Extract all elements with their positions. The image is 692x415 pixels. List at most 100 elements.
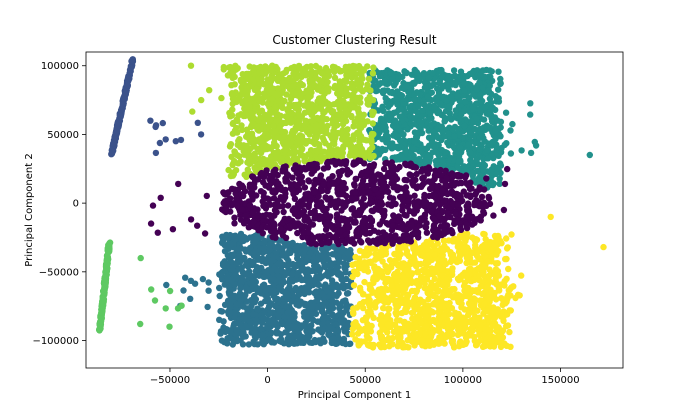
scatter-point xyxy=(263,135,270,142)
scatter-point xyxy=(242,248,250,255)
scatter-point xyxy=(391,250,398,258)
scatter-point xyxy=(492,135,499,143)
scatter-point xyxy=(266,77,273,84)
scatter-point xyxy=(300,339,307,346)
scatter-point xyxy=(394,101,401,108)
scatter-point xyxy=(444,75,452,82)
scatter-point xyxy=(359,75,366,82)
scatter-point xyxy=(304,266,312,273)
scatter-point xyxy=(292,104,299,112)
scatter-point xyxy=(274,148,281,155)
scatter-point xyxy=(223,339,230,346)
scatter-point xyxy=(441,237,448,245)
scatter-point xyxy=(231,236,239,243)
scatter-point xyxy=(301,121,308,128)
scatter-point xyxy=(295,122,302,129)
scatter-point xyxy=(236,136,243,143)
scatter-point xyxy=(229,130,237,137)
scatter-point xyxy=(258,75,265,83)
scatter-point xyxy=(471,337,478,345)
scatter-point xyxy=(436,339,444,347)
scatter-point xyxy=(270,130,277,137)
scatter-point xyxy=(219,262,227,269)
scatter-point xyxy=(434,85,441,92)
scatter-point xyxy=(473,86,481,93)
scatter-point xyxy=(342,299,350,307)
scatter-point xyxy=(424,245,431,253)
scatter-point xyxy=(469,103,476,111)
scatter-point xyxy=(372,300,379,307)
scatter-point xyxy=(449,265,456,272)
scatter-point xyxy=(122,87,129,95)
scatter-point xyxy=(259,282,266,290)
scatter-point xyxy=(239,341,247,348)
scatter-point xyxy=(104,248,112,256)
scatter-point xyxy=(354,270,361,278)
scatter-point xyxy=(418,129,426,137)
scatter-point xyxy=(388,282,395,289)
scatter-point xyxy=(426,342,433,349)
scatter-point xyxy=(339,145,347,152)
scatter-point xyxy=(102,268,109,276)
scatter-point xyxy=(229,106,236,113)
scatter-point xyxy=(503,255,510,263)
scatter-point xyxy=(103,262,111,269)
scatter-point xyxy=(319,326,327,334)
scatter-point xyxy=(438,73,446,80)
scatter-point xyxy=(244,152,251,159)
scatter-point xyxy=(367,258,374,265)
scatter-point xyxy=(250,137,257,145)
scatter-point xyxy=(295,291,303,298)
scatter-point xyxy=(280,279,287,286)
scatter-point xyxy=(252,329,259,336)
scatter-point xyxy=(449,251,457,258)
scatter-point xyxy=(239,269,246,276)
scatter-point xyxy=(265,324,272,332)
scatter-point xyxy=(237,143,244,151)
scatter-point xyxy=(263,125,270,132)
scatter-point xyxy=(217,330,224,337)
scatter-point xyxy=(260,314,267,322)
scatter-point xyxy=(461,80,468,87)
scatter-point xyxy=(371,289,378,296)
scatter-point xyxy=(478,193,486,201)
scatter-point xyxy=(477,283,484,290)
scatter-point xyxy=(425,296,432,303)
scatter-point xyxy=(242,96,249,104)
scatter-point xyxy=(372,87,380,95)
scatter-point xyxy=(288,335,295,342)
scatter-point xyxy=(486,124,494,131)
scatter-point xyxy=(463,338,470,345)
scatter-point xyxy=(482,326,489,333)
scatter-point xyxy=(322,247,329,254)
scatter-point xyxy=(385,103,392,111)
scatter-point xyxy=(474,167,481,175)
scatter-point xyxy=(444,326,452,333)
scatter-point xyxy=(269,316,276,323)
scatter-point xyxy=(450,319,457,326)
scatter-point xyxy=(448,94,455,101)
scatter-point xyxy=(429,134,436,141)
scatter-point xyxy=(480,160,487,167)
scatter-point xyxy=(387,112,394,120)
scatter-point xyxy=(433,294,440,301)
scatter-point xyxy=(456,144,464,151)
scatter-point xyxy=(274,85,282,92)
scatter-point xyxy=(432,301,439,308)
scatter-point xyxy=(227,327,234,334)
scatter-point xyxy=(455,321,463,328)
scatter-point xyxy=(479,84,486,92)
scatter-point xyxy=(315,281,323,289)
scatter-point xyxy=(431,251,438,258)
scatter-point xyxy=(216,284,223,292)
scatter-point xyxy=(331,74,339,82)
scatter-point xyxy=(444,139,451,146)
scatter-point xyxy=(234,152,241,159)
scatter-point xyxy=(313,122,320,129)
scatter-point xyxy=(495,86,502,93)
scatter-point xyxy=(343,283,351,290)
scatter-point xyxy=(219,268,226,276)
scatter-point xyxy=(223,231,230,239)
scatter-point xyxy=(237,245,244,252)
scatter-point xyxy=(416,156,423,163)
